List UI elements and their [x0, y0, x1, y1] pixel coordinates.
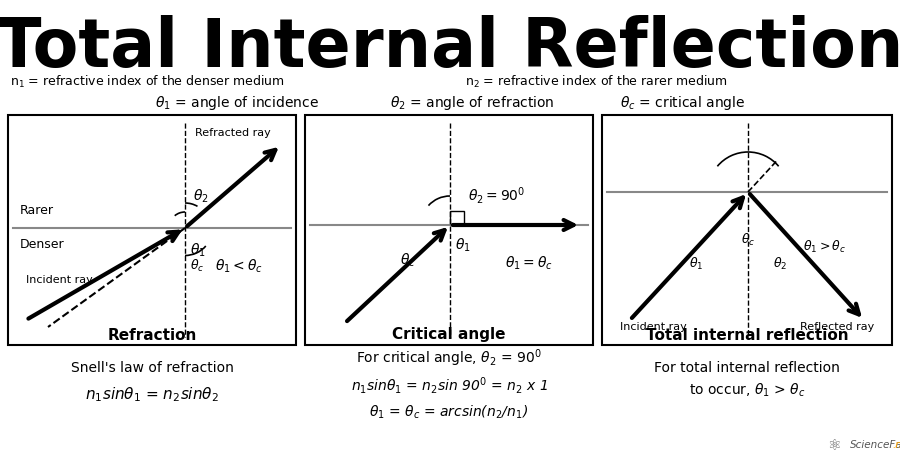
Text: Incident ray: Incident ray: [620, 322, 687, 332]
Text: $\theta_2$ = angle of refraction: $\theta_2$ = angle of refraction: [390, 94, 554, 112]
Text: $\theta_c$ = critical angle: $\theta_c$ = critical angle: [620, 94, 745, 112]
Text: to occur, $\theta_1$ > $\theta_c$: to occur, $\theta_1$ > $\theta_c$: [688, 381, 806, 399]
Text: n$_1$ = refractive index of the denser medium: n$_1$ = refractive index of the denser m…: [10, 74, 284, 90]
Text: $\theta_1$: $\theta_1$: [190, 241, 206, 259]
Bar: [8, 115, 296, 345]
Text: $\theta_1$ = angle of incidence: $\theta_1$ = angle of incidence: [155, 94, 319, 112]
Text: Total internal reflection: Total internal reflection: [645, 328, 849, 342]
Bar: [602, 115, 892, 345]
Text: Refraction: Refraction: [107, 328, 197, 342]
Text: Incident ray: Incident ray: [26, 275, 93, 285]
Text: $\theta_2$: $\theta_2$: [773, 256, 788, 272]
Text: For critical angle, $\theta_2$ = 90$^0$: For critical angle, $\theta_2$ = 90$^0$: [356, 347, 542, 369]
Text: Snell's law of refraction: Snell's law of refraction: [70, 361, 233, 375]
Text: $\theta_1$: $\theta_1$: [455, 236, 471, 254]
Text: Critical angle: Critical angle: [392, 328, 506, 342]
Text: n$_1$sin$\theta_1$ = n$_2$sin$\theta_2$: n$_1$sin$\theta_1$ = n$_2$sin$\theta_2$: [86, 386, 219, 404]
Text: $\theta_1 < \theta_c$: $\theta_1 < \theta_c$: [215, 257, 263, 274]
Text: $\theta_2 = 90^0$: $\theta_2 = 90^0$: [468, 185, 526, 206]
Text: n$_2$ = refractive index of the rarer medium: n$_2$ = refractive index of the rarer me…: [465, 74, 727, 90]
Text: Refracted ray: Refracted ray: [195, 128, 271, 138]
Text: $\theta_1 > \theta_c$: $\theta_1 > \theta_c$: [803, 239, 846, 255]
Text: .net: .net: [892, 440, 900, 450]
Text: $\theta_1$ = $\theta_c$ = arcsin(n$_2$/n$_1$): $\theta_1$ = $\theta_c$ = arcsin(n$_2$/n…: [370, 403, 528, 421]
Text: For total internal reflection: For total internal reflection: [654, 361, 840, 375]
Text: ScienceFacts: ScienceFacts: [850, 440, 900, 450]
Text: n$_1$sin$\theta_1$ = n$_2$sin 90$^0$ = n$_2$ x 1: n$_1$sin$\theta_1$ = n$_2$sin 90$^0$ = n…: [351, 375, 547, 396]
Text: $\theta_c$: $\theta_c$: [741, 232, 755, 248]
Bar: [305, 115, 593, 345]
Text: Rarer: Rarer: [20, 203, 54, 217]
Text: ⚛: ⚛: [827, 437, 841, 453]
Text: Total Internal Reflection: Total Internal Reflection: [0, 15, 900, 81]
Text: Denser: Denser: [20, 237, 65, 251]
Text: $\theta_c$: $\theta_c$: [400, 251, 416, 269]
Text: $\theta_2$: $\theta_2$: [193, 187, 209, 205]
Bar: [450, 211, 464, 225]
Text: $\theta_1 = \theta_c$: $\theta_1 = \theta_c$: [505, 254, 553, 272]
Text: $\theta_c$: $\theta_c$: [190, 258, 204, 274]
Text: $\theta_1$: $\theta_1$: [688, 256, 703, 272]
Text: Reflected ray: Reflected ray: [800, 322, 874, 332]
